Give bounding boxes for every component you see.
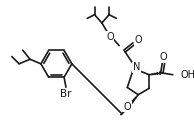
Text: O: O: [124, 102, 131, 112]
Text: OH: OH: [180, 70, 194, 80]
Text: N: N: [133, 62, 140, 72]
Polygon shape: [128, 95, 138, 106]
Text: Br: Br: [60, 89, 72, 99]
Text: O: O: [106, 31, 114, 42]
Text: O: O: [160, 52, 167, 62]
Text: O: O: [134, 35, 142, 45]
